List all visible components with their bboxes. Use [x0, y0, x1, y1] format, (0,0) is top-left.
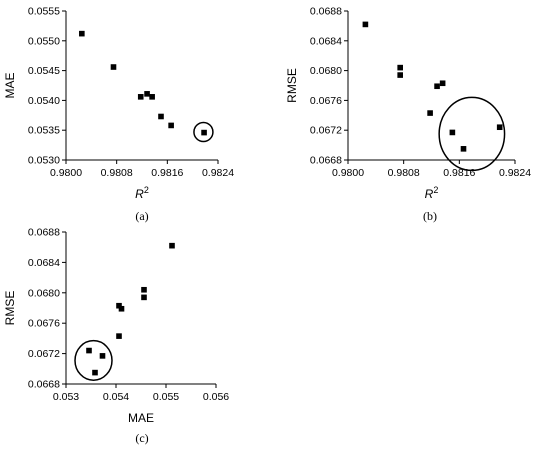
data-point	[397, 72, 403, 78]
panel-a-mae-vs-r2: 0.0530 0.0535 0.0540 0.0545 0.0550 0.0555 0.98…	[3, 6, 234, 224]
y-tick-label: 0.0688	[28, 227, 60, 239]
highlight-circle	[74, 339, 113, 381]
y-tick-label: 0.0676	[28, 318, 60, 330]
x-tick-label: 0.9808	[101, 167, 133, 179]
y-tick-label: 0.0530	[28, 155, 60, 167]
x-tick-label: 0.9824	[202, 167, 234, 179]
x-tick-label: 0.055	[153, 391, 179, 403]
x-tick-label: 0.9800	[332, 167, 364, 179]
data-point	[141, 286, 147, 293]
data-point	[397, 64, 403, 71]
data-point	[116, 302, 122, 309]
data-point	[144, 91, 150, 97]
y-tick-label: 0.0540	[28, 95, 60, 107]
data-point	[137, 94, 144, 100]
data-point	[141, 294, 147, 301]
data-point	[149, 94, 155, 100]
data-point	[460, 146, 467, 152]
y-tick-label: 0.0672	[310, 125, 342, 137]
x-axis-label-superscript: 2	[433, 185, 438, 195]
data-point	[86, 347, 92, 354]
data-point	[99, 353, 106, 359]
data-point	[118, 305, 125, 312]
x-tick-label: 0.054	[103, 391, 129, 403]
data-point	[449, 129, 456, 136]
data-point	[201, 129, 207, 136]
data-point	[496, 124, 503, 131]
y-tick-label: 0.0688	[310, 6, 342, 18]
y-tick-label: 0.0555	[28, 6, 60, 18]
panel-label: (b)	[423, 209, 437, 223]
highlight-circle	[438, 96, 506, 172]
x-tick-label: 0.9816	[151, 167, 183, 179]
y-tick-label: 0.0684	[28, 257, 60, 269]
y-axis-label: RMSE	[285, 68, 299, 103]
x-tick-label: 0.9816	[443, 167, 475, 179]
x-axis-label: R2	[135, 185, 149, 201]
x-tick-label: 0.9824	[499, 167, 531, 179]
data-point	[427, 110, 433, 116]
panel-label: (a)	[135, 209, 148, 223]
x-tick-label: 0.9808	[388, 167, 420, 179]
y-tick-label: 0.0672	[28, 348, 60, 360]
data-point	[362, 21, 369, 28]
data-point	[439, 80, 446, 87]
data-point	[110, 64, 117, 70]
data-point	[158, 113, 164, 120]
data-point	[92, 369, 98, 376]
y-tick-label: 0.0680	[28, 287, 60, 299]
data-point	[169, 242, 175, 249]
highlight-circle	[193, 121, 214, 143]
x-axis-label-superscript: 2	[144, 185, 149, 195]
panel-label: (c)	[135, 431, 148, 445]
y-tick-label: 0.0684	[310, 35, 342, 47]
y-axis-label: RMSE	[3, 291, 17, 326]
data-point	[168, 122, 174, 129]
panel-b-rmse-vs-r2: 0.0668 0.0672 0.0676 0.0680 0.0684 0.0688 0.98…	[285, 6, 531, 224]
y-tick-label: 0.0550	[28, 35, 60, 47]
x-axis-label: R2	[425, 185, 439, 201]
y-tick-label: 0.0676	[310, 95, 342, 107]
x-tick-label: 0.053	[53, 391, 79, 403]
x-tick-label: 0.9800	[50, 167, 82, 179]
y-tick-label: 0.0668	[310, 155, 342, 167]
y-tick-label: 0.0668	[28, 379, 60, 391]
data-point	[434, 83, 440, 90]
y-tick-label: 0.0535	[28, 125, 60, 137]
data-point	[79, 30, 85, 37]
x-axis-label: MAE	[128, 411, 154, 425]
y-axis-label: MAE	[3, 72, 17, 98]
y-tick-label: 0.0680	[310, 65, 342, 77]
y-tick-label: 0.0545	[28, 65, 60, 77]
panel-c-rmse-vs-mae: 0.0668 0.0672 0.0676 0.0680 0.0684 0.0688 0.05…	[3, 227, 229, 446]
data-point	[116, 333, 122, 339]
x-tick-label: 0.056	[203, 391, 229, 403]
